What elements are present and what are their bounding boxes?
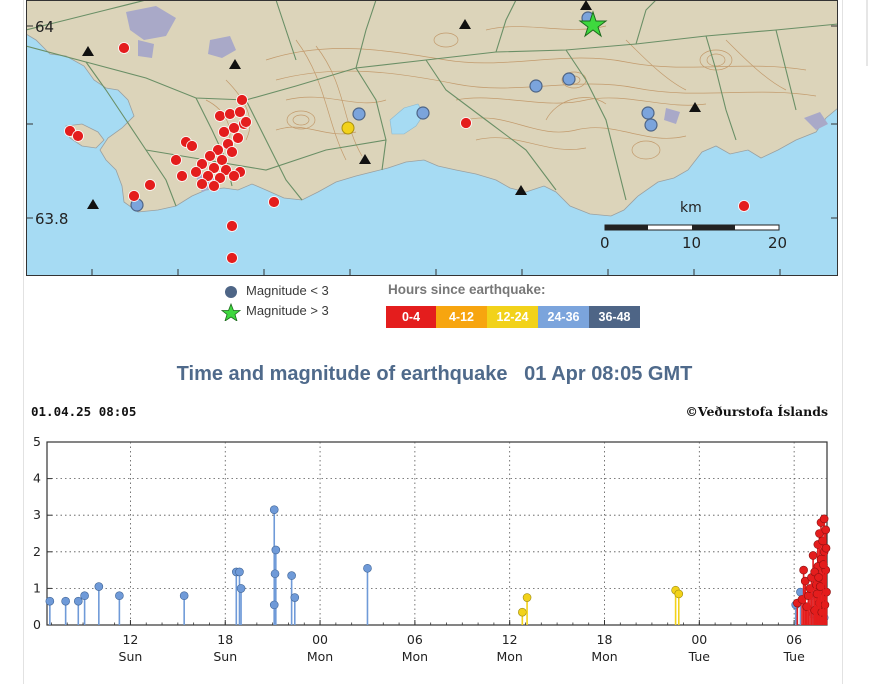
quakes-0-4h (64, 42, 750, 264)
x-tick-hour: 06 (786, 632, 802, 647)
quake-point (80, 591, 89, 601)
x-tick-day: Mon (497, 649, 523, 664)
y-tick-label: 5 (33, 434, 41, 449)
quake-point (819, 514, 829, 524)
quake-point (94, 582, 104, 591)
x-tick-day: Sun (213, 649, 237, 664)
x-tick-hour: 00 (312, 632, 328, 647)
station-triangle-icon (515, 185, 527, 195)
chart-header-left: 01.04.25 08:05 (31, 404, 136, 419)
x-tick-hour: 18 (217, 632, 233, 647)
quake-point (290, 593, 300, 602)
quake-point (808, 551, 818, 560)
quake-point (235, 567, 244, 577)
quake-point (269, 600, 279, 610)
lake (389, 103, 425, 135)
roads (26, 0, 838, 207)
quake-point (799, 565, 808, 575)
legend-bin-0-4: 0-4 (386, 306, 436, 328)
x-tick-day: Sun (119, 649, 143, 664)
lat-label-63-8: 63.8 (35, 210, 68, 228)
lat-label-64: 64 (35, 18, 54, 36)
quake-point (800, 576, 810, 586)
map-frame-ticks (26, 25, 838, 276)
x-tick-day: Tue (688, 649, 711, 664)
y-tick-label: 2 (33, 544, 41, 559)
quake-point (236, 584, 246, 593)
station-triangle-icon (229, 59, 241, 69)
plot-area (46, 441, 828, 626)
chart-marks (45, 505, 831, 625)
star-icon (221, 303, 241, 321)
large-quake-star-icon (578, 10, 608, 38)
quake-point (814, 573, 823, 582)
quake-point (821, 543, 831, 553)
station-triangle-icon (689, 102, 701, 112)
seismic-stations (82, 0, 701, 209)
y-tick-label: 0 (33, 617, 41, 632)
chart-grid (46, 441, 828, 626)
quake-point (269, 505, 279, 515)
x-tick-day: Mon (591, 649, 617, 664)
scale-tick-20: 20 (768, 234, 787, 252)
quake-point (179, 591, 189, 601)
y-tick-label: 4 (33, 471, 41, 486)
legend-large-label: Magnitude > 3 (246, 303, 329, 318)
x-tick-hour: 12 (502, 632, 518, 647)
quake-point (271, 545, 281, 555)
map-legend: Magnitude < 3 Magnitude > 3 Hours since … (221, 280, 662, 332)
scrollbar-edge (866, 0, 868, 66)
legend-bin-36-48: 36-48 (589, 306, 640, 328)
time-magnitude-chart: 01.04.25 08:05 ©Veðurstofa Íslands 01234… (31, 404, 831, 664)
x-tick-hour: 18 (597, 632, 613, 647)
chart-axes: 01234512Sun18Sun00Mon06Mon12Mon18Mon00Tu… (33, 434, 827, 664)
quake-point (270, 569, 280, 579)
y-tick-label: 3 (33, 507, 41, 522)
quake-point (522, 593, 532, 602)
quake-point (821, 525, 831, 535)
quake-point (674, 589, 684, 599)
scale-bar: km 0 10 20 (600, 200, 787, 252)
scale-tick-0: 0 (600, 234, 610, 252)
scale-unit: km (680, 200, 702, 216)
legend-bin-4-12: 4-12 (436, 306, 487, 328)
station-triangle-icon (459, 19, 471, 29)
x-tick-day: Mon (307, 649, 333, 664)
x-tick-hour: 06 (407, 632, 423, 647)
legend-small-label: Magnitude < 3 (246, 283, 329, 298)
quake-point (45, 596, 55, 606)
station-triangle-icon (82, 46, 94, 56)
quake-point (61, 596, 70, 606)
chart-header-right: ©Veðurstofa Íslands (685, 404, 828, 419)
quake-point (363, 563, 372, 573)
quake-point (518, 607, 527, 617)
x-tick-day: Tue (782, 649, 805, 664)
station-triangle-icon (87, 199, 99, 209)
x-tick-day: Mon (402, 649, 428, 664)
earthquake-map: 64 63.8 km 0 10 20 (26, 0, 838, 276)
y-tick-label: 1 (33, 580, 41, 595)
quakes-12-24h (341, 121, 355, 135)
station-triangle-icon (359, 154, 371, 164)
station-triangle-icon (580, 0, 592, 10)
legend-hours-title: Hours since earthquake: (388, 282, 546, 297)
quake-point (73, 596, 83, 606)
quake-point (115, 591, 124, 601)
legend-bin-12-24: 12-24 (487, 306, 538, 328)
quake-point (287, 571, 296, 580)
x-tick-hour: 12 (122, 632, 138, 647)
section-title: Time and magnitude of earthquake 01 Apr … (176, 363, 693, 385)
legend-bin-24-36: 24-36 (538, 306, 589, 328)
quake-point (815, 582, 825, 591)
quake-point (820, 600, 830, 610)
x-tick-hour: 00 (691, 632, 707, 647)
circle-icon (225, 286, 237, 298)
scale-tick-10: 10 (682, 234, 701, 252)
